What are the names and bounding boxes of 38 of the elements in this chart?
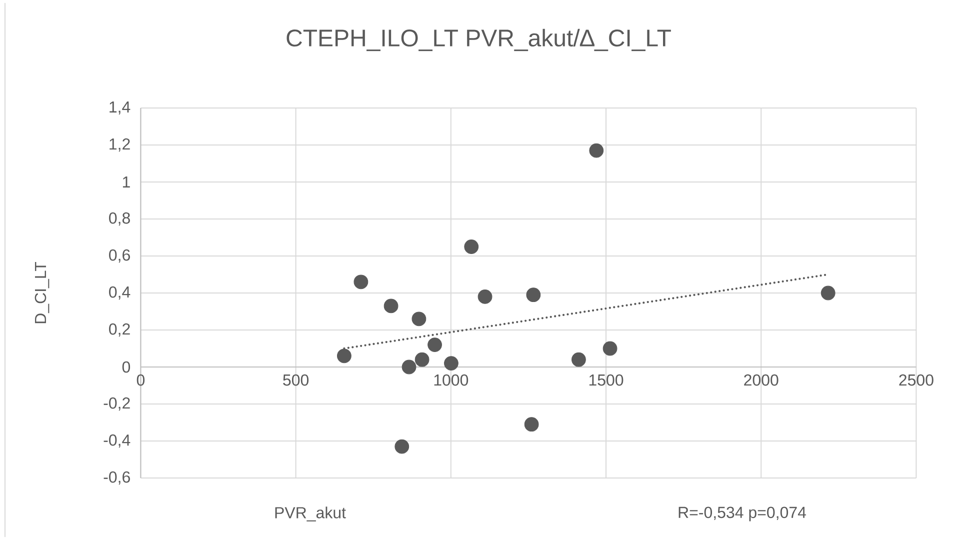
point	[602, 341, 618, 356]
x-tick-label: 1500	[589, 374, 624, 386]
point	[464, 240, 479, 254]
point	[572, 352, 586, 367]
point	[394, 439, 410, 454]
x-tick-label: 2000	[744, 374, 778, 386]
x-tick-label: 1000	[434, 374, 468, 386]
point	[820, 286, 836, 300]
point	[444, 356, 458, 371]
point	[589, 143, 604, 158]
point	[414, 352, 430, 367]
point	[402, 360, 416, 374]
point	[412, 312, 426, 326]
y-tick-label: 0,2	[109, 323, 130, 337]
point	[384, 298, 398, 314]
chart-title: CTEPH_ILO_LT PVR_akut/∆_CI_LT	[286, 28, 671, 52]
y-tick-label: 0,4	[109, 286, 130, 300]
x-tick-label: 2500	[899, 374, 934, 386]
point	[478, 290, 492, 304]
text: R=-0,534 p=0,074	[678, 506, 806, 522]
y-tick-label: -0,4	[104, 434, 130, 448]
x-tick-label: 500	[283, 374, 309, 386]
y-tick-label: 1	[122, 176, 130, 188]
y-tick-label: 0,8	[109, 212, 130, 226]
y-tick-label: 1,4	[110, 101, 130, 115]
y-tick-label: 0	[122, 361, 130, 373]
x-axis-title: PVR_akut	[275, 506, 346, 522]
y-axis-title: D_CI_LT	[34, 262, 50, 324]
point	[526, 288, 541, 302]
y-tick-label: -0,6	[104, 471, 130, 485]
point	[354, 274, 368, 290]
point	[336, 348, 352, 364]
point	[524, 417, 539, 432]
y-tick-label: 0,6	[109, 249, 130, 263]
y-tick-label: 1,2	[110, 138, 130, 152]
y-tick-label: -0,2	[104, 397, 130, 411]
point	[428, 338, 442, 352]
x-tick-label: 0	[136, 374, 145, 386]
